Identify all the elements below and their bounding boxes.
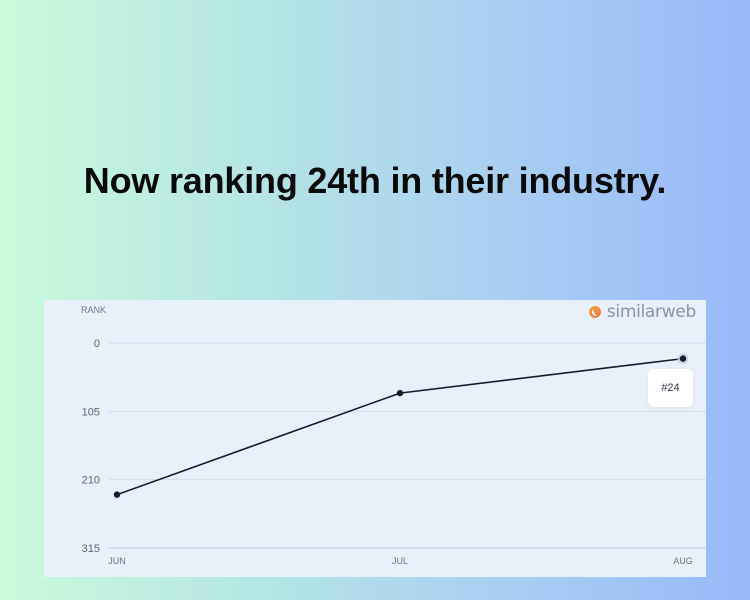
rank-chart: RANK 0 105 210 315 JUN JUL AUG [81,305,706,566]
similarweb-icon [588,306,601,318]
y-tick-label: 315 [82,543,100,555]
brand-label: similarweb [606,302,696,322]
y-axis-title: RANK [81,305,106,315]
rank-tooltip: #24 [648,369,693,407]
series-line [116,357,684,496]
headline: Now ranking 24th in their industry. [83,160,667,201]
similarweb-logo: similarweb [588,302,696,322]
x-tick-label: JUL [392,556,408,566]
data-point [113,491,121,498]
y-tick-label: 210 [82,475,100,487]
data-point [396,389,404,397]
rank-chart-card: RANK 0 105 210 315 JUN JUL AUG similarweb #24 [44,300,706,577]
y-tick-label: 105 [82,406,100,418]
y-tick-label: 0 [94,338,100,350]
x-tick-label: JUN [108,556,126,566]
data-point [679,355,687,362]
x-tick-label: AUG [673,556,693,566]
